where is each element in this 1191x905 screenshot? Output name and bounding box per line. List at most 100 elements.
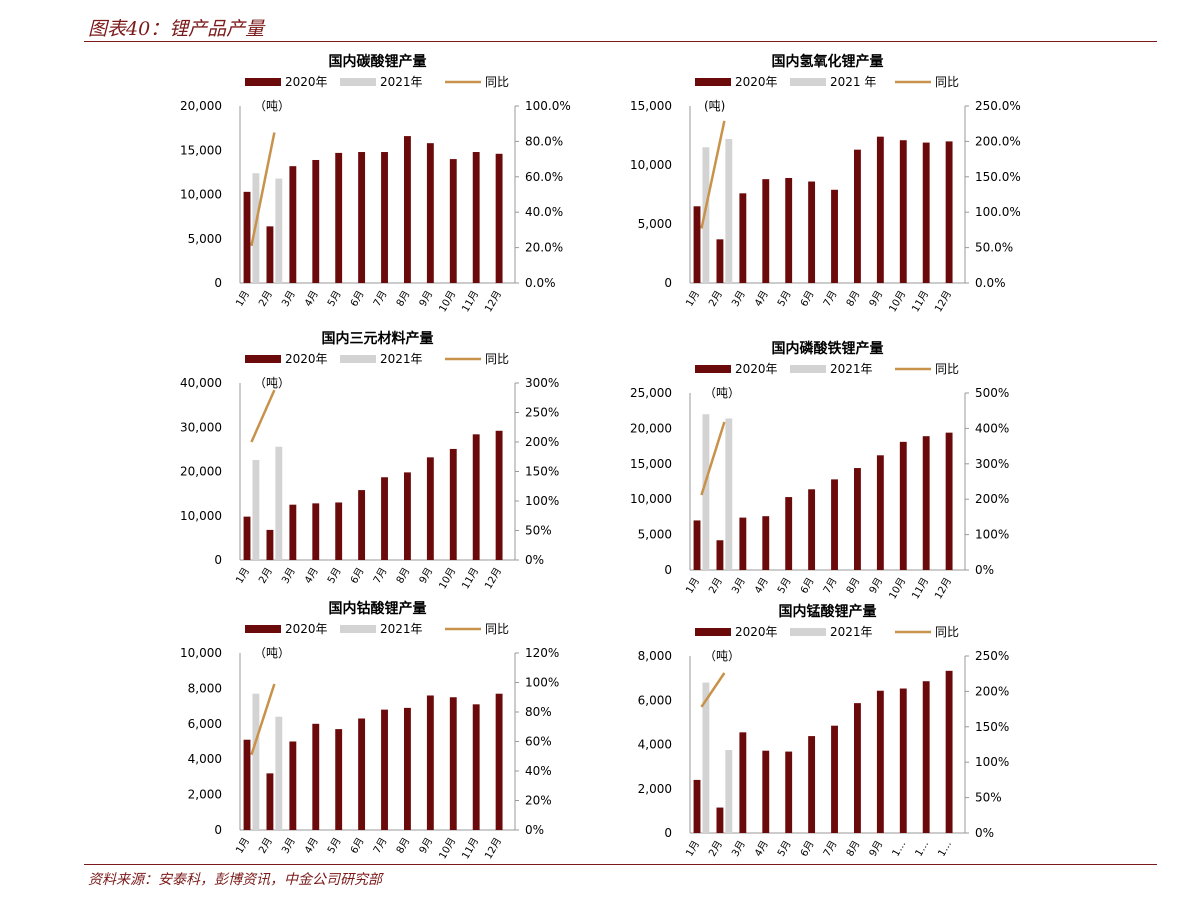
x-tick-label: 4月	[752, 289, 771, 309]
x-tick-label: 7月	[371, 566, 390, 586]
bar-2020	[831, 725, 838, 833]
x-tick-label: 11月	[909, 289, 931, 315]
legend-item: 2021年	[340, 622, 423, 636]
y-tick-label: 6,000	[188, 717, 222, 731]
x-tick-label: 9月	[417, 836, 436, 856]
x-tick-label: 5月	[775, 289, 794, 309]
x-tick-label: 1…	[891, 839, 909, 859]
bar-2020	[312, 723, 320, 830]
bar-2020	[404, 707, 411, 830]
y2-tick-label: 150.0%	[975, 170, 1021, 184]
bar-2020	[854, 703, 861, 833]
x-tick-label: 12月	[482, 566, 504, 592]
x-tick-label: 12月	[482, 289, 504, 315]
y-tick-label: 8,000	[188, 681, 222, 695]
bar-2020	[472, 152, 480, 283]
bar-2020	[289, 741, 297, 830]
y-tick-label: 6,000	[638, 693, 672, 707]
x-tick-label: 1…	[936, 839, 954, 859]
x-tick-label: 10月	[437, 566, 459, 592]
x-tick-label: 7月	[821, 289, 840, 309]
bar-2020	[358, 490, 366, 560]
y2-tick-label: 200%	[975, 684, 1009, 698]
bar-2020	[762, 179, 770, 283]
bar-2020	[243, 739, 251, 830]
bar-2021	[725, 139, 733, 283]
y2-tick-label: 50.0%	[975, 241, 1013, 255]
y2-tick-label: 0.0%	[525, 276, 556, 290]
x-tick-label: 2月	[256, 566, 275, 586]
y-tick-label: 10,000	[630, 492, 672, 506]
bar-2020	[876, 455, 884, 570]
x-tick-label: 8月	[394, 566, 413, 586]
y-tick-label: 4,000	[638, 738, 672, 752]
x-tick-label: 4月	[302, 836, 321, 856]
bar-2020	[495, 430, 503, 560]
legend-swatch-2021	[340, 78, 376, 86]
yoy-line	[250, 683, 276, 756]
legend-label: 同比	[485, 622, 509, 636]
legend-item: 2021年	[340, 352, 423, 366]
bar-2021	[252, 693, 260, 830]
y2-tick-label: 150%	[525, 465, 559, 479]
unit-label: （吨）	[254, 99, 290, 113]
y-tick-label: 15,000	[180, 143, 222, 157]
x-tick-label: 1月	[233, 566, 252, 586]
y2-tick-label: 0%	[975, 563, 994, 577]
legend-label: 2021年	[380, 622, 423, 636]
y2-tick-label: 50%	[525, 524, 552, 538]
bar-2021	[702, 682, 710, 833]
bar-2020	[266, 773, 274, 830]
y2-tick-label: 0%	[975, 826, 994, 840]
y-tick-label: 4,000	[188, 752, 222, 766]
x-tick-label: 8月	[844, 839, 863, 859]
header-rule	[84, 41, 1157, 42]
bar-2020	[716, 540, 724, 570]
legend-item: 2020年	[245, 622, 328, 636]
yoy-line	[700, 120, 726, 229]
bar-2020	[899, 688, 907, 833]
y2-tick-label: 60.0%	[525, 170, 563, 184]
bar-2020	[808, 181, 816, 283]
legend-item: 2020年	[695, 362, 778, 376]
y-tick-label: 5,000	[188, 232, 222, 246]
bar-2020	[808, 489, 816, 570]
y-tick-label: 25,000	[630, 386, 672, 400]
y2-tick-label: 40.0%	[525, 205, 563, 219]
y2-tick-label: 300%	[975, 457, 1009, 471]
legend-swatch-2021	[790, 365, 826, 373]
yoy-line	[250, 389, 276, 443]
unit-label: (吨)	[704, 99, 725, 113]
x-tick-label: 1月	[233, 289, 252, 309]
bar-2020	[449, 159, 457, 283]
x-tick-label: 7月	[371, 289, 390, 309]
x-tick-label: 6月	[348, 566, 367, 586]
y2-tick-label: 0.0%	[975, 276, 1006, 290]
legend-label: 2021年	[830, 625, 873, 639]
legend-item: 同比	[895, 362, 959, 376]
bar-2020	[472, 704, 480, 830]
legend-label: 2020年	[285, 352, 328, 366]
x-tick-label: 1月	[233, 836, 252, 856]
y-tick-label: 10,000	[630, 158, 672, 172]
bar-2020	[831, 479, 838, 570]
legend-swatch-2021	[340, 355, 376, 363]
legend-item: 2020年	[695, 625, 778, 639]
legend-swatch-2021	[790, 628, 826, 636]
legend-item: 2021 年	[790, 75, 876, 89]
y2-tick-label: 200%	[525, 435, 559, 449]
x-tick-label: 3月	[279, 289, 298, 309]
x-tick-label: 3月	[279, 566, 298, 586]
bar-2020	[404, 472, 411, 560]
legend-item: 2021年	[790, 625, 873, 639]
legend-item: 同比	[895, 75, 959, 89]
y-tick-label: 5,000	[638, 217, 672, 231]
legend-label: 同比	[485, 352, 509, 366]
bar-2020	[335, 729, 343, 830]
x-tick-label: 11月	[459, 566, 481, 592]
bar-2020	[381, 477, 388, 560]
x-tick-label: 8月	[844, 289, 863, 309]
bar-2020	[266, 529, 274, 560]
